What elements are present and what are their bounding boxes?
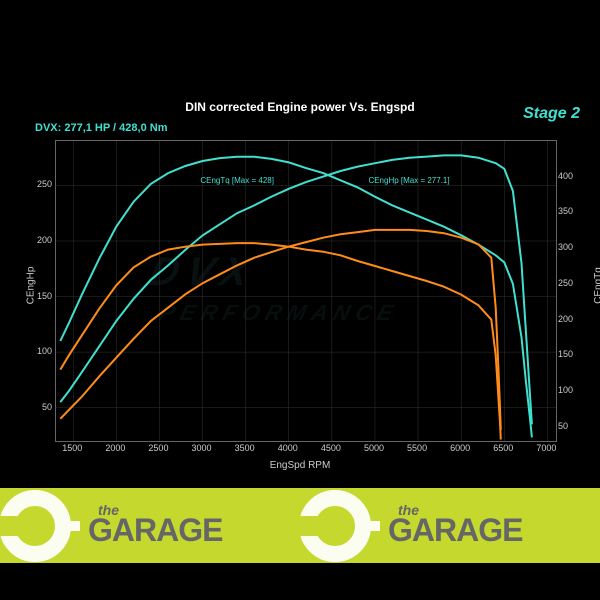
x-axis-label: EngSpd RPM [0, 460, 600, 471]
wrench-icon [300, 488, 380, 563]
footer-banner: the GARAGE the GARAGE [0, 488, 600, 563]
y-axis-right: 50100150200250300350400 [558, 140, 588, 440]
wrench-icon [0, 488, 80, 563]
banner-left: the GARAGE [0, 488, 300, 563]
chart-title: DIN corrected Engine power Vs. Engspd [0, 100, 600, 114]
banner-text-right: the GARAGE [388, 502, 522, 549]
y-right-label: CEngTq [593, 267, 600, 304]
root: DIN corrected Engine power Vs. Engspd DV… [0, 0, 600, 600]
chart-svg [56, 141, 556, 441]
banner-garage-left: GARAGE [88, 512, 222, 549]
banner-right: the GARAGE [300, 488, 600, 563]
plot-area [55, 140, 557, 442]
chart-subtitle: DVX: 277,1 HP / 428,0 Nm [35, 122, 167, 134]
y-left-label: CEngHp [25, 267, 36, 305]
banner-text-left: the GARAGE [88, 502, 222, 549]
banner-garage-right: GARAGE [388, 512, 522, 549]
stage-label: Stage 2 [523, 105, 580, 123]
